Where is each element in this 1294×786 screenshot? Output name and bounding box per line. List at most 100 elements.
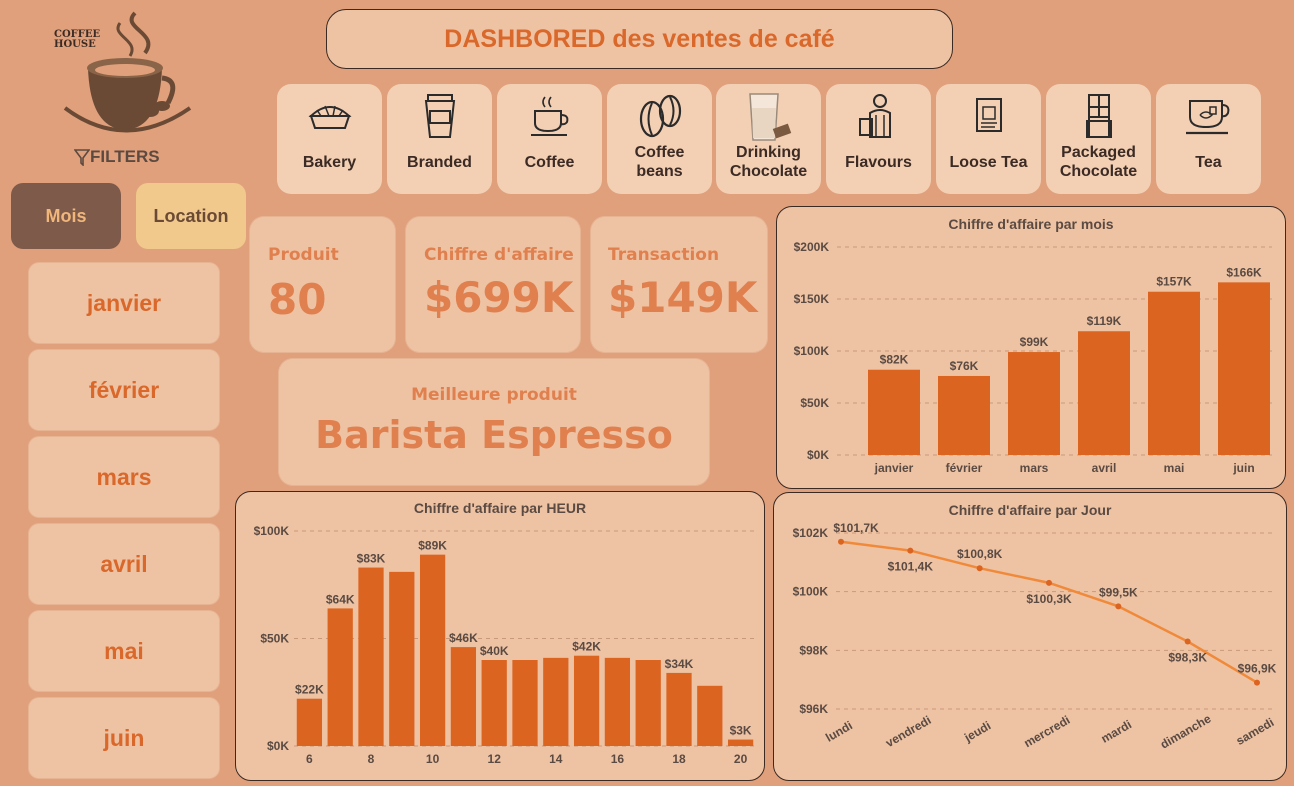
data-label: $83K: [357, 552, 386, 566]
data-label: $40K: [480, 644, 509, 658]
category-coffee-beans[interactable]: Coffee beans: [607, 84, 712, 194]
x-tick-label: février: [946, 461, 983, 475]
x-tick-label: 8: [368, 752, 375, 766]
data-label: $64K: [326, 592, 355, 606]
kpi-transaction: Transaction $149K: [591, 217, 767, 352]
y-tick-label: $98K: [799, 643, 828, 657]
point-jeudi: [976, 565, 983, 572]
data-label: $101,7K: [833, 521, 879, 535]
y-tick-label: $102K: [793, 526, 829, 540]
y-tick-label: $150K: [794, 292, 830, 306]
kpi-produit-label: Produit: [268, 245, 339, 265]
kpi-transaction-value: $149K: [608, 273, 758, 322]
month-janvier[interactable]: janvier: [29, 263, 219, 343]
data-label: $119K: [1087, 314, 1122, 328]
data-label: $96,9K: [1238, 662, 1277, 676]
month-juin[interactable]: juin: [29, 698, 219, 778]
bar-hour-16: [604, 657, 631, 746]
x-tick-label: lundi: [823, 718, 855, 744]
bar-juin: [1218, 282, 1270, 455]
point-dimanche: [1184, 638, 1191, 645]
month-mars[interactable]: mars: [29, 437, 219, 517]
chart-jour-svg: Chiffre d'affaire par Jour $96K $98K $100K $…: [793, 502, 1277, 752]
x-tick-label: samedi: [1234, 715, 1277, 748]
kpi-produit-value: 80: [268, 275, 327, 324]
category-coffee[interactable]: Coffee: [497, 84, 602, 194]
month-fevrier[interactable]: février: [29, 350, 219, 430]
x-tick-label: mardi: [1099, 717, 1134, 745]
category-label: Flavours: [845, 153, 912, 171]
data-label: $76K: [950, 359, 979, 373]
category-label: Drinking Chocolate: [729, 144, 808, 180]
month-mai[interactable]: mai: [29, 611, 219, 691]
bar-hour-7: [327, 608, 353, 746]
point-mardi: [1115, 603, 1122, 610]
chart-ca-par-mois: Chiffre d'affaire par mois $0K $50K $100K $1…: [776, 206, 1286, 489]
data-label: $22K: [295, 683, 324, 697]
bar-hour-6: [296, 698, 323, 746]
logo-text-line1: COFFEE: [54, 29, 101, 40]
kpi-chiffre-affaire: Chiffre d'affaire $699K: [406, 217, 580, 352]
x-tick-label: 18: [672, 752, 686, 766]
data-label: $100,8K: [957, 547, 1003, 561]
data-label: $99K: [1020, 335, 1049, 349]
point-mercredi: [1046, 579, 1052, 586]
bar-janvier: [868, 369, 920, 455]
y-tick-label: $0K: [807, 448, 829, 462]
y-tick-label: $50K: [260, 632, 289, 646]
chart-heure-title: Chiffre d'affaire par HEUR: [414, 500, 586, 516]
category-tea[interactable]: Tea: [1156, 84, 1261, 194]
category-label: Bakery: [302, 153, 357, 171]
bar-hour-14: [543, 657, 569, 746]
x-tick-label: juin: [1232, 461, 1254, 475]
chocolate-bar-icon: [1079, 90, 1119, 142]
x-tick-label: dimanche: [1158, 711, 1214, 751]
x-tick-label: mai: [1164, 461, 1185, 475]
y-tick-label: $200K: [794, 240, 830, 254]
bar-hour-18: [666, 672, 692, 746]
chart-mois-svg: Chiffre d'affaire par mois $0K $50K $100K $1…: [794, 216, 1272, 475]
logo: COFFEE HOUSE: [50, 8, 200, 143]
y-tick-label: $96K: [799, 702, 828, 716]
point-lundi: [838, 538, 844, 545]
kpi-best-product: Meilleure produit Barista Espresso: [279, 359, 709, 485]
tab-mois[interactable]: Mois: [11, 183, 121, 249]
kpi-chiffre-value: $699K: [424, 273, 574, 322]
chart-heure-svg: Chiffre d'affaire par HEUR $0K $50K $100K $2…: [254, 500, 756, 766]
data-label: $157K: [1156, 275, 1192, 289]
tea-cup-icon: [1184, 90, 1234, 142]
category-label: Branded: [407, 153, 472, 171]
bar-hour-17: [635, 660, 661, 746]
y-tick-label: $50K: [800, 396, 829, 410]
best-product-value: Barista Espresso: [315, 413, 673, 457]
data-label: $42K: [572, 640, 601, 654]
data-label: $3K: [730, 724, 752, 738]
bar-hour-9: [389, 571, 415, 746]
tab-location[interactable]: Location: [136, 183, 246, 249]
coffee-beans-icon: [635, 90, 685, 142]
category-loose-tea[interactable]: Loose Tea: [936, 84, 1041, 194]
point-samedi: [1254, 679, 1260, 686]
category-packaged-chocolate[interactable]: Packaged Chocolate: [1046, 84, 1151, 194]
data-label: $166K: [1226, 265, 1262, 279]
bar-mars: [1008, 352, 1060, 455]
bar-hour-8: [358, 567, 384, 746]
category-bakery[interactable]: Bakery: [277, 84, 382, 194]
category-drinking-chocolate[interactable]: Drinking Chocolate: [716, 84, 821, 194]
cup-icon: [420, 90, 460, 142]
barista-icon: [856, 90, 902, 142]
x-tick-label: mars: [1020, 461, 1049, 475]
data-label: $99,5K: [1099, 585, 1138, 599]
category-flavours[interactable]: Flavours: [826, 84, 931, 194]
filters-text: FILTERS: [90, 147, 160, 166]
x-tick-label: 14: [549, 752, 563, 766]
bar-hour-10: [419, 554, 446, 746]
point-vendredi: [907, 547, 914, 554]
filter-icon: [74, 149, 90, 166]
dashboard-title: DASHBORED des ventes de café: [326, 9, 953, 69]
data-label: $34K: [665, 657, 694, 671]
category-branded[interactable]: Branded: [387, 84, 492, 194]
month-avril[interactable]: avril: [29, 524, 219, 604]
coffee-house-logo: [63, 11, 192, 133]
bar-hour-19: [697, 685, 723, 746]
